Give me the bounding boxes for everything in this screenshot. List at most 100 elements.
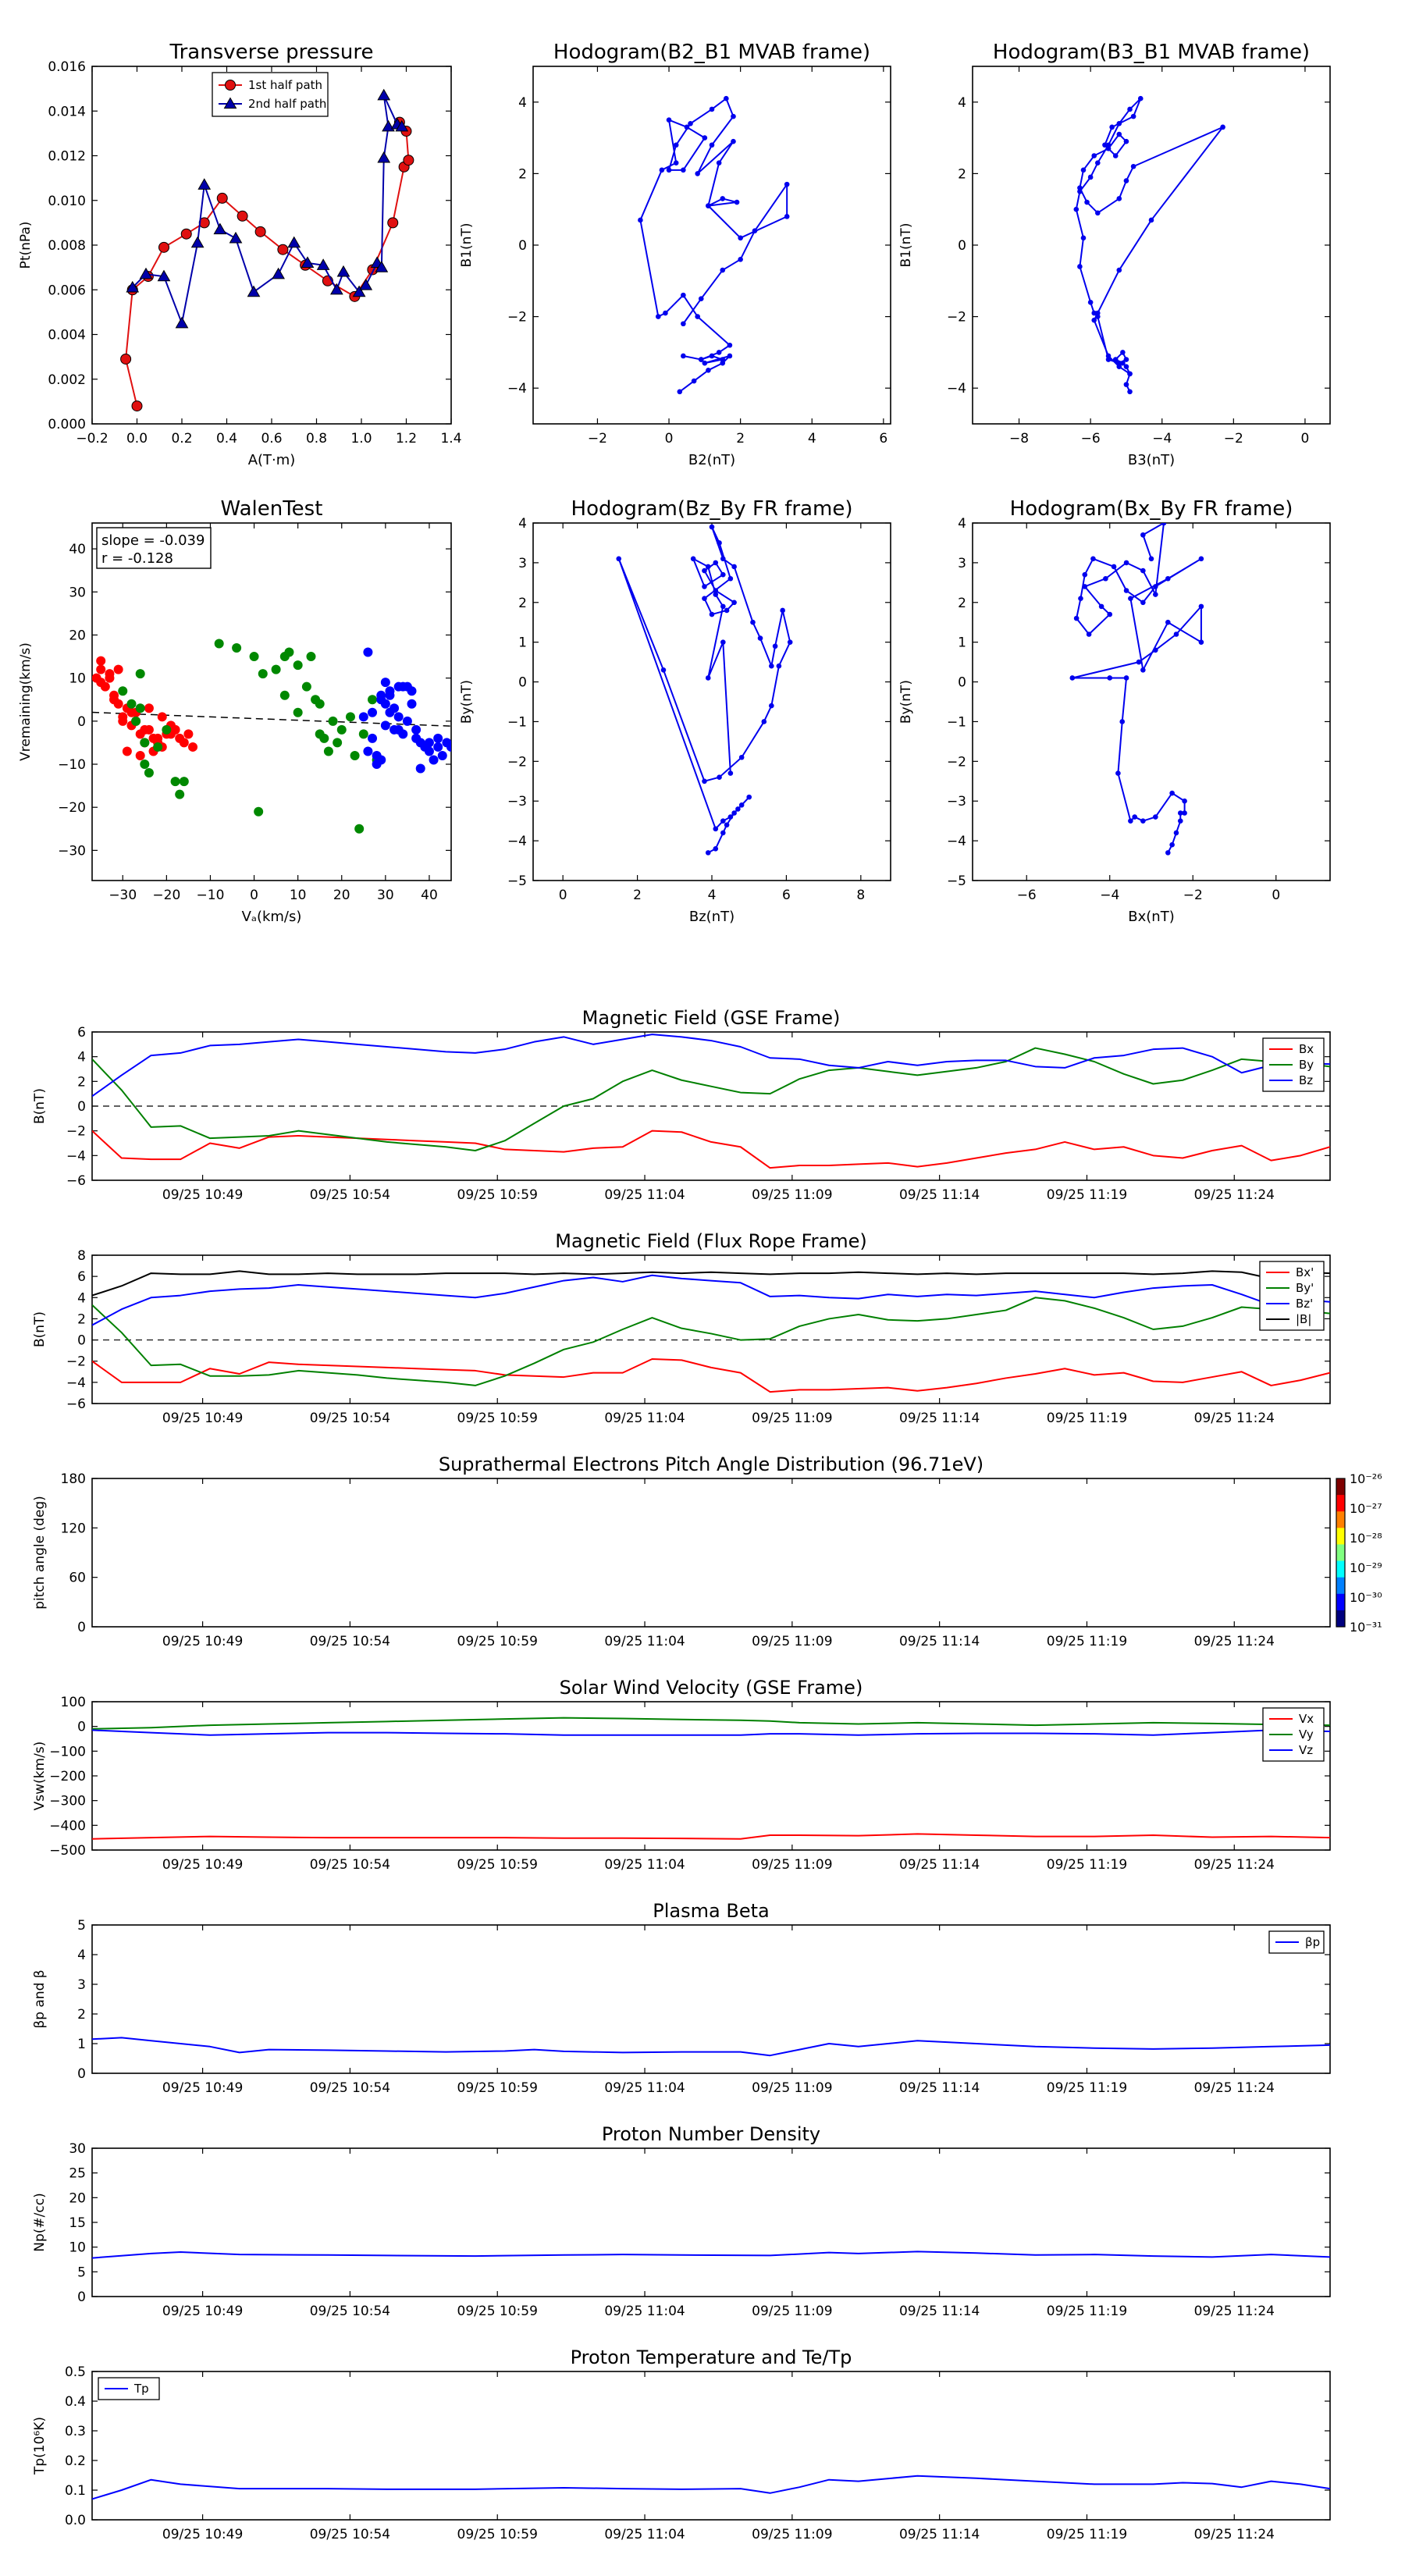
x-tick-label: 09/25 10:49: [162, 2080, 243, 2096]
series-point: [1128, 818, 1133, 824]
scatter-point: [144, 703, 154, 713]
x-axis-label: A(T·m): [248, 452, 296, 468]
series-point: [1080, 167, 1087, 173]
chart-h1: Hodogram(B2_B1 MVAB frame) −4 −2 0 2 4 −2 0 2 4 6 B…: [459, 41, 891, 468]
y-axis-label: B(nT): [32, 1088, 48, 1124]
colorbar-segment: [1336, 1511, 1345, 1528]
series-point: [1153, 584, 1158, 589]
series-point: [761, 719, 767, 724]
x-tick-label: 09/25 10:49: [162, 1857, 243, 1873]
x-tick-label: 09/25 11:24: [1194, 1411, 1275, 1426]
scatter-point: [402, 716, 412, 726]
scatter-point: [319, 733, 329, 743]
y-tick-label: 0.5: [65, 2364, 86, 2380]
series-point: [727, 575, 734, 582]
legend-label: 2nd half path: [248, 97, 326, 111]
series-point: [377, 151, 391, 163]
scatter-point: [109, 695, 119, 705]
y-tick-label: −1: [507, 714, 527, 730]
chart-title: Proton Temperature and Te/Tp: [571, 2347, 852, 2368]
scatter-point: [345, 712, 355, 722]
series-point: [663, 310, 668, 316]
annotation-line: slope = -0.039: [101, 532, 205, 549]
y-tick-label: 2: [77, 2007, 86, 2023]
series-line: [92, 2250, 1330, 2259]
series-point: [720, 603, 726, 610]
plot-area: [92, 1270, 1330, 1393]
plot-area: [92, 2475, 1330, 2500]
scatter-point: [424, 738, 434, 748]
y-axis-label: B1(nT): [459, 223, 475, 268]
series-point: [1090, 556, 1096, 562]
x-tick-label: 0: [250, 888, 258, 903]
series-line: [92, 1274, 1330, 1326]
y-axis-label: Pt(nPa): [18, 222, 34, 269]
series-point: [1132, 814, 1137, 820]
series-point: [681, 292, 686, 298]
series-point: [731, 113, 736, 119]
series-point: [713, 592, 719, 597]
series-point: [126, 280, 140, 293]
series-point: [336, 265, 350, 277]
y-tick-label: 0.008: [48, 238, 86, 254]
x-tick-label: 1.2: [396, 431, 417, 447]
x-tick-label: 09/25 11:19: [1047, 1187, 1127, 1203]
scatter-point: [113, 664, 123, 674]
x-tick-label: 09/25 10:59: [457, 1411, 538, 1426]
scatter-point: [350, 750, 360, 760]
series-point: [677, 389, 683, 395]
scatter-point: [424, 746, 434, 756]
plot-frame: [91, 2147, 1331, 2297]
chart-vsw: Solar Wind Velocity (GSE Frame) −500 −400 −…: [32, 1677, 1331, 1873]
series-point: [1112, 153, 1119, 158]
series-point: [709, 353, 715, 359]
chart-pad: Suprathermal Electrons Pitch Angle Distr…: [32, 1453, 1382, 1649]
y-tick-label: 4: [77, 1290, 86, 1306]
series-line: [92, 2475, 1330, 2500]
plot-area: [92, 2250, 1330, 2259]
x-tick-label: 2: [736, 431, 745, 447]
series-point: [352, 285, 366, 297]
y-tick-label: −20: [58, 800, 86, 816]
series-point: [1109, 124, 1115, 130]
scatter-point: [376, 690, 386, 700]
series-1sthalfpath: [120, 116, 414, 412]
series-point: [1123, 364, 1129, 370]
x-tick-label: 09/25 11:14: [899, 1857, 980, 1873]
series-point: [395, 119, 409, 132]
series-by: [92, 1297, 1330, 1386]
x-tick-label: 09/25 11:04: [604, 2304, 685, 2319]
series-point: [713, 826, 719, 832]
series-point: [769, 663, 774, 669]
scatter-point: [170, 724, 180, 735]
scatter-point: [368, 707, 378, 717]
series-point: [717, 774, 722, 780]
x-tick-label: 09/25 11:09: [752, 1411, 832, 1426]
scatter-point: [433, 742, 443, 752]
scatter-point: [358, 712, 368, 722]
series-point: [713, 560, 719, 566]
x-tick-label: 09/25 10:49: [162, 1634, 243, 1649]
series-point: [750, 619, 756, 625]
series-point: [330, 283, 343, 295]
plot-area: [92, 1034, 1330, 1169]
y-tick-label: 30: [69, 2141, 86, 2157]
series-point: [698, 357, 704, 362]
series-point: [1123, 357, 1129, 362]
series-point: [1095, 314, 1101, 319]
scatter-point: [118, 686, 128, 696]
x-tick-label: 09/25 11:09: [752, 2080, 832, 2096]
x-tick-label: 09/25 11:19: [1047, 1857, 1127, 1873]
plot-frame: [532, 522, 891, 881]
series-line: [1071, 523, 1202, 853]
scatter-point: [389, 724, 400, 735]
x-tick-label: 09/25 11:24: [1194, 2304, 1275, 2319]
scatter-point: [398, 729, 408, 739]
series-point: [691, 378, 697, 384]
annotation-box: [96, 527, 212, 569]
series-point: [752, 228, 758, 233]
series-2: [358, 647, 451, 774]
plot-frame: [91, 1478, 1331, 1628]
y-tick-label: 0: [77, 714, 86, 730]
y-tick-label: 10: [69, 2240, 86, 2256]
